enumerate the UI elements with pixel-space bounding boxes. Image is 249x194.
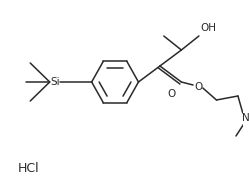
Text: Si: Si: [51, 77, 61, 87]
Text: O: O: [195, 82, 203, 92]
Text: O: O: [168, 89, 176, 99]
Text: OH: OH: [201, 23, 217, 33]
Text: N: N: [242, 113, 249, 123]
Text: HCl: HCl: [17, 161, 39, 174]
